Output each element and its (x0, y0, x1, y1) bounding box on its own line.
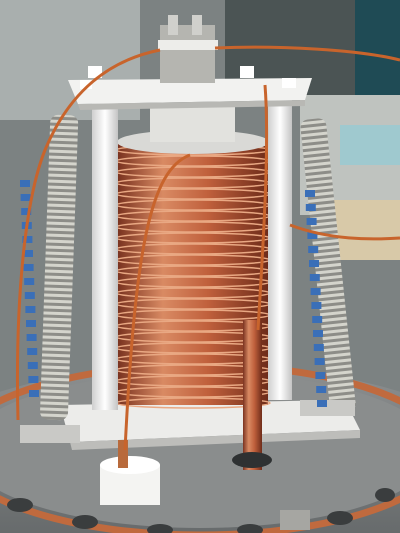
tab (317, 400, 327, 407)
tab (27, 348, 38, 355)
tab (316, 386, 327, 393)
base-plate-edge (70, 430, 360, 450)
top-plate (68, 78, 312, 104)
tab (311, 302, 322, 309)
tab (23, 250, 33, 257)
tab (21, 208, 32, 215)
window-right (355, 0, 400, 100)
tab (27, 362, 38, 369)
ceramic-top (100, 456, 160, 474)
tab (312, 316, 323, 323)
box-right (340, 125, 400, 165)
tab (22, 236, 33, 243)
tab (308, 246, 319, 253)
clamp-right (300, 400, 355, 416)
tab (315, 372, 326, 379)
tab (313, 344, 324, 351)
pin (168, 15, 178, 35)
tab (314, 358, 325, 365)
tab (24, 292, 35, 299)
flange-holes (7, 488, 395, 533)
post-left (92, 95, 118, 410)
tab (20, 180, 30, 187)
tab (309, 274, 320, 281)
post-right (268, 95, 292, 400)
tab (25, 306, 36, 313)
top-nuts (80, 66, 296, 89)
rod-hole (232, 452, 272, 468)
tab (313, 330, 323, 337)
spring-left (40, 114, 79, 421)
tab (20, 194, 31, 201)
tab (309, 260, 319, 267)
tab (307, 232, 318, 239)
insulator-ring (158, 40, 218, 50)
wires (15, 45, 400, 451)
top-insulator (150, 104, 235, 142)
tab (305, 204, 316, 211)
pin-copper (118, 440, 128, 468)
cardboard (330, 200, 400, 260)
tab (28, 376, 39, 383)
tab (24, 278, 35, 285)
tab (310, 288, 321, 295)
bolt (280, 510, 310, 530)
copper-rod (243, 320, 262, 470)
tab (26, 320, 36, 327)
base-plate (60, 400, 360, 442)
tab (23, 264, 34, 271)
blue-tabs (20, 180, 327, 407)
clamp-left (20, 425, 80, 443)
tab (26, 334, 37, 341)
top-plate-edge (78, 100, 305, 110)
tab (306, 218, 317, 225)
tab (305, 190, 315, 197)
tab (29, 390, 39, 397)
pin (192, 15, 202, 35)
